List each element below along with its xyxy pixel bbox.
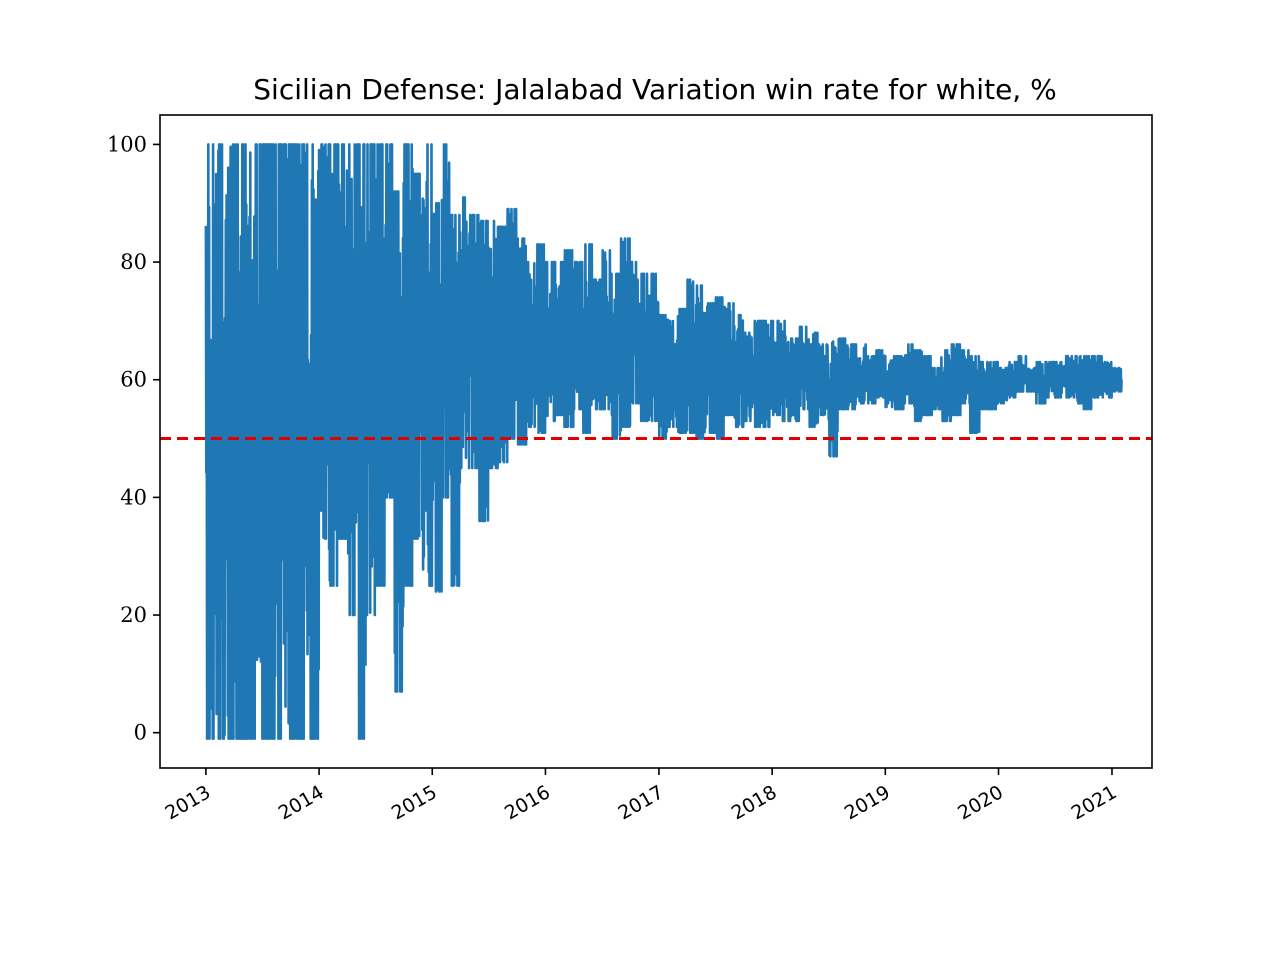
x-tick-label: 2014 (275, 781, 328, 824)
chart-title: Sicilian Defense: Jalalabad Variation wi… (253, 73, 1056, 106)
y-tick-label: 40 (120, 485, 147, 509)
x-tick-label: 2017 (615, 781, 668, 824)
x-tick-label: 2020 (954, 781, 1007, 824)
y-tick-label: 0 (134, 721, 147, 745)
y-axis: 0 20 40 60 80 100 (107, 132, 160, 745)
y-tick-label: 20 (120, 603, 147, 627)
x-tick-label: 2013 (162, 781, 215, 824)
x-tick-label: 2016 (501, 781, 554, 824)
x-tick-label: 2021 (1068, 781, 1121, 824)
x-tick-label: 2015 (388, 781, 441, 824)
plot-frame (159, 114, 1153, 769)
y-tick-label: 60 (120, 368, 147, 392)
series-layer (204, 143, 1123, 740)
y-tick-label: 100 (107, 132, 147, 156)
y-tick-label: 80 (120, 250, 147, 274)
series-line (204, 143, 1123, 740)
x-tick-label: 2019 (841, 781, 894, 824)
x-axis: 2013 2014 2015 2016 2017 2018 2019 2020 2021 (162, 768, 1121, 825)
x-tick-label: 2018 (728, 781, 781, 824)
